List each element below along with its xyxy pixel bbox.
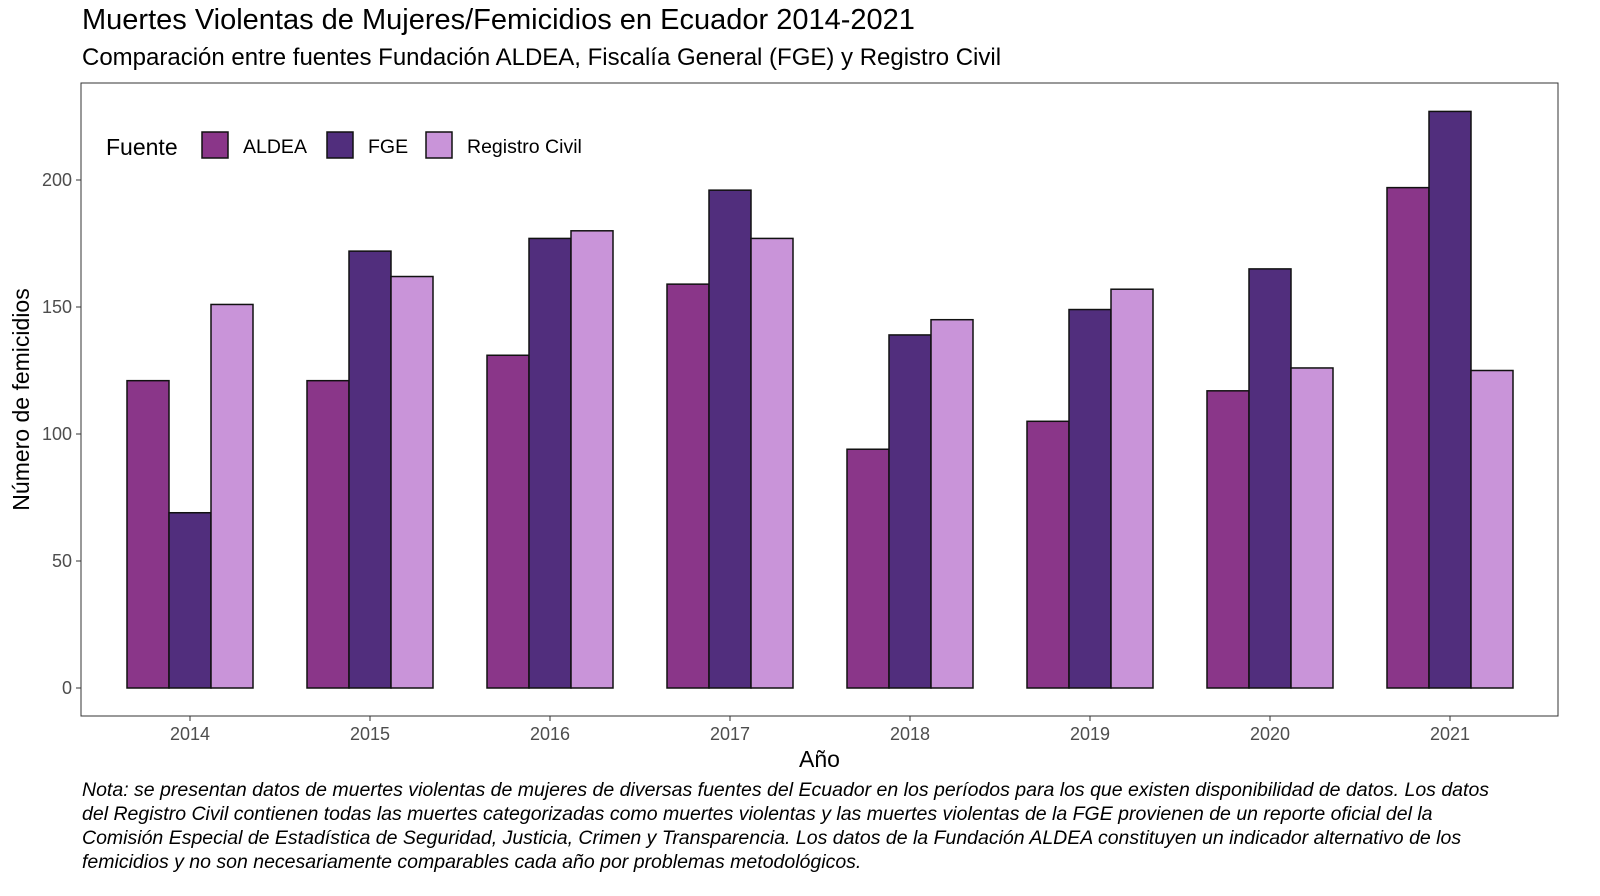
- bar-aldea-2019: [1026, 420, 1070, 689]
- bar-fge-2018: [888, 334, 932, 689]
- x-tick-label: 2019: [1070, 724, 1110, 744]
- bar-registro-civil-2017: [750, 237, 794, 689]
- bar-aldea-2020: [1206, 390, 1250, 689]
- legend-title: Fuente: [106, 134, 178, 160]
- bar-fge-2019: [1068, 308, 1112, 689]
- y-tick-label: 150: [42, 297, 72, 317]
- x-tick-label: 2014: [170, 724, 210, 744]
- x-axis-title: Año: [799, 746, 840, 770]
- bar-registro-civil-2015: [390, 275, 434, 689]
- bar-aldea-2016: [486, 354, 530, 689]
- x-tick-label: 2017: [710, 724, 750, 744]
- y-tick-label: 100: [42, 424, 72, 444]
- bar-aldea-2021: [1386, 186, 1430, 689]
- bar-registro-civil-2016: [570, 230, 614, 689]
- bar-registro-civil-2014: [210, 303, 254, 689]
- bar-aldea-2017: [666, 283, 710, 689]
- legend-label-registro-civil: Registro Civil: [467, 136, 582, 158]
- bar-aldea-2015: [306, 379, 350, 689]
- bar-chart: 0 50 100 150 200 2014 2015 2016 2017 2018 2019 2020…: [8, 82, 1559, 770]
- legend-swatch-aldea: [201, 131, 229, 159]
- bar-fge-2021: [1428, 110, 1472, 689]
- y-axis-title: Número de femicidios: [8, 288, 34, 510]
- legend-swatch-fge: [326, 131, 354, 159]
- x-tick-label: 2020: [1250, 724, 1290, 744]
- x-tick-label: 2015: [350, 724, 390, 744]
- bar-fge-2020: [1248, 268, 1292, 689]
- footnote: Nota: se presentan datos de muertes viol…: [82, 779, 1490, 873]
- plot-panel: [80, 82, 1559, 717]
- y-tick-label: 200: [42, 170, 72, 190]
- x-tick-label: 2016: [530, 724, 570, 744]
- legend-label-aldea: ALDEA: [243, 136, 307, 158]
- chart-subtitle: Comparación entre fuentes Fundación ALDE…: [82, 44, 1002, 71]
- bar-registro-civil-2021: [1470, 369, 1514, 689]
- x-tick-label: 2021: [1430, 724, 1470, 744]
- bar-aldea-2018: [846, 448, 890, 689]
- bar-fge-2017: [708, 189, 752, 689]
- bar-registro-civil-2020: [1290, 367, 1334, 689]
- bar-fge-2016: [528, 237, 572, 689]
- legend-label-fge: FGE: [368, 136, 408, 158]
- chart-title: Muertes Violentas de Mujeres/Femicidios …: [82, 4, 915, 36]
- bar-fge-2014: [168, 511, 212, 689]
- y-tick-label: 50: [52, 551, 72, 571]
- legend-swatch-registro-civil: [425, 131, 453, 159]
- x-tick-label: 2018: [890, 724, 930, 744]
- y-tick-label: 0: [62, 678, 72, 698]
- bar-aldea-2014: [126, 379, 170, 689]
- bar-registro-civil-2018: [930, 318, 974, 689]
- bar-registro-civil-2019: [1110, 288, 1154, 689]
- bar-fge-2015: [348, 250, 392, 689]
